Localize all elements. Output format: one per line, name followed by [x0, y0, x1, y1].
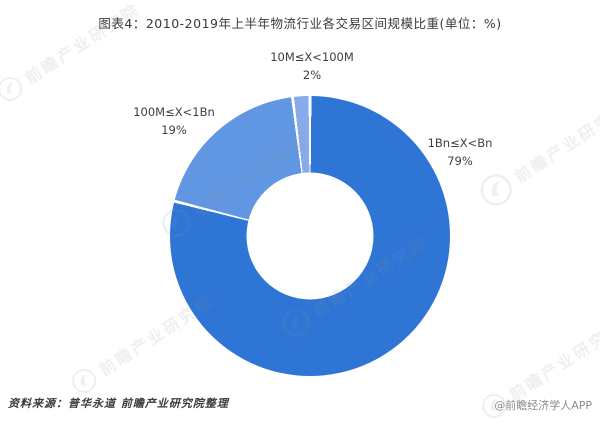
watermark-logo-icon	[66, 363, 102, 399]
slice-label-text: 100M≤X<1Bn	[133, 105, 215, 119]
credit-note: @前瞻经济学人APP	[494, 399, 592, 412]
slice-label-10m-100m: 10M≤X<100M 2%	[237, 48, 387, 84]
slice-label-1bn: 1Bn≤X<Bn 79%	[400, 134, 520, 170]
slice-label-value: 79%	[447, 154, 473, 168]
watermark-text: 前瞻产业研究院	[511, 98, 600, 187]
slice-label-text: 10M≤X<100M	[270, 50, 354, 64]
slice-label-100m-1bn: 100M≤X<1Bn 19%	[109, 103, 239, 139]
watermark-logo-icon	[0, 71, 28, 107]
watermark-logo-icon	[473, 166, 520, 213]
donut-chart	[170, 96, 450, 376]
slice-label-text: 1Bn≤X<Bn	[427, 136, 493, 150]
donut-hole	[246, 172, 374, 300]
slice-label-value: 2%	[302, 68, 322, 82]
chart-title: 图表4：2010-2019年上半年物流行业各交易区间规模比重(单位：%)	[98, 16, 502, 31]
source-note: 资料来源：普华永道 前瞻产业研究院整理	[8, 397, 229, 410]
watermark-text: 前瞻产业研究院	[505, 316, 600, 405]
slice-label-value: 19%	[161, 123, 187, 137]
